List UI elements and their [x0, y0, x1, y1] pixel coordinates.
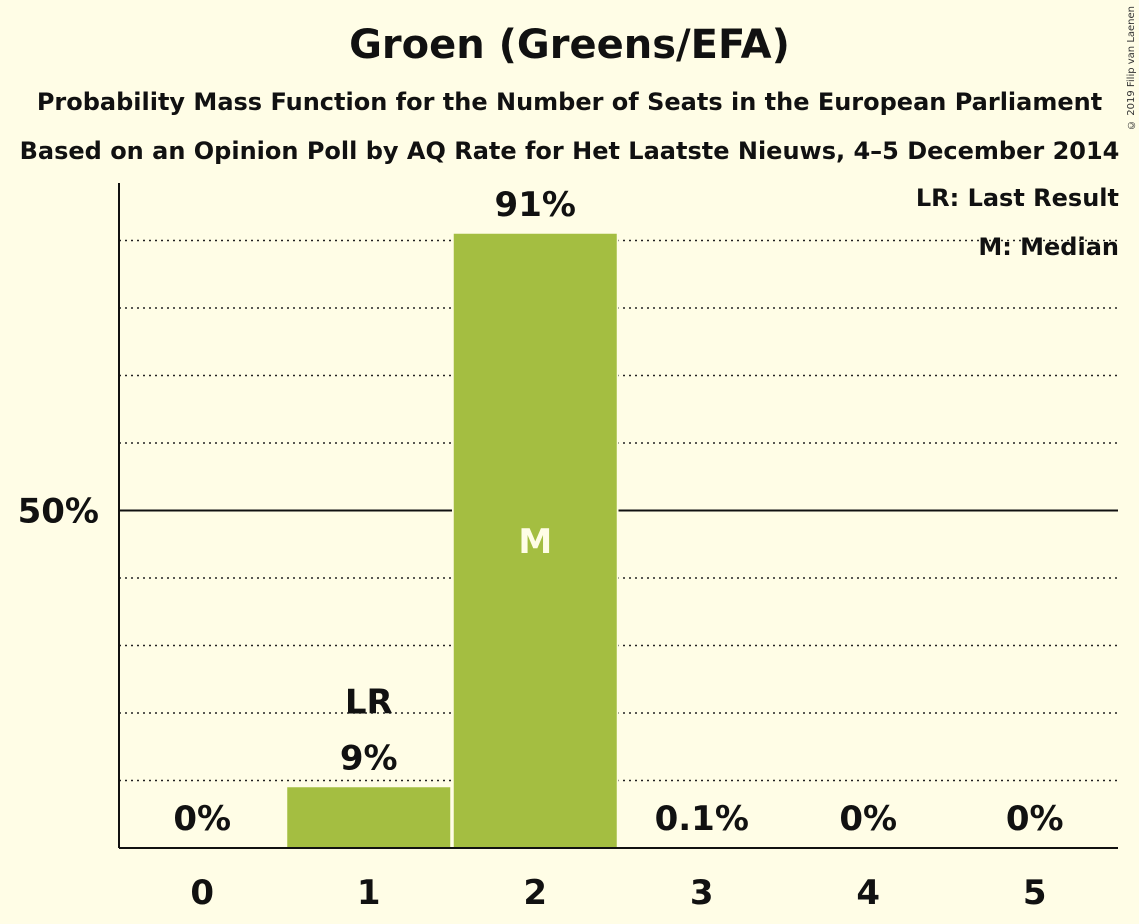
legend-median: M: Median [978, 233, 1119, 261]
bar-value-label: 0.1% [655, 799, 749, 839]
x-tick-label: 3 [690, 873, 714, 913]
x-tick-label: 2 [523, 873, 547, 913]
bar [287, 787, 451, 848]
chart-source-subtitle: Based on an Opinion Poll by AQ Rate for … [19, 137, 1120, 165]
x-tick-label: 4 [856, 873, 880, 913]
y-tick-label: 50% [18, 492, 99, 532]
bar-value-label: 0% [1006, 799, 1064, 839]
chart-subtitle: Probability Mass Function for the Number… [36, 88, 1103, 116]
bar [453, 233, 617, 848]
bar-value-label: 0% [173, 799, 231, 839]
x-tick-label: 1 [357, 873, 381, 913]
bar-value-label: 9% [340, 738, 398, 778]
chart-title: Groen (Greens/EFA) [349, 22, 790, 68]
legend-last-result: LR: Last Result [915, 184, 1119, 212]
last-result-marker: LR [345, 682, 393, 722]
x-tick-label: 0 [190, 873, 214, 913]
x-tick-label: 5 [1023, 873, 1047, 913]
bar-value-label: 0% [839, 799, 897, 839]
bar-value-label: 91% [495, 185, 576, 225]
median-marker: M [518, 522, 552, 562]
